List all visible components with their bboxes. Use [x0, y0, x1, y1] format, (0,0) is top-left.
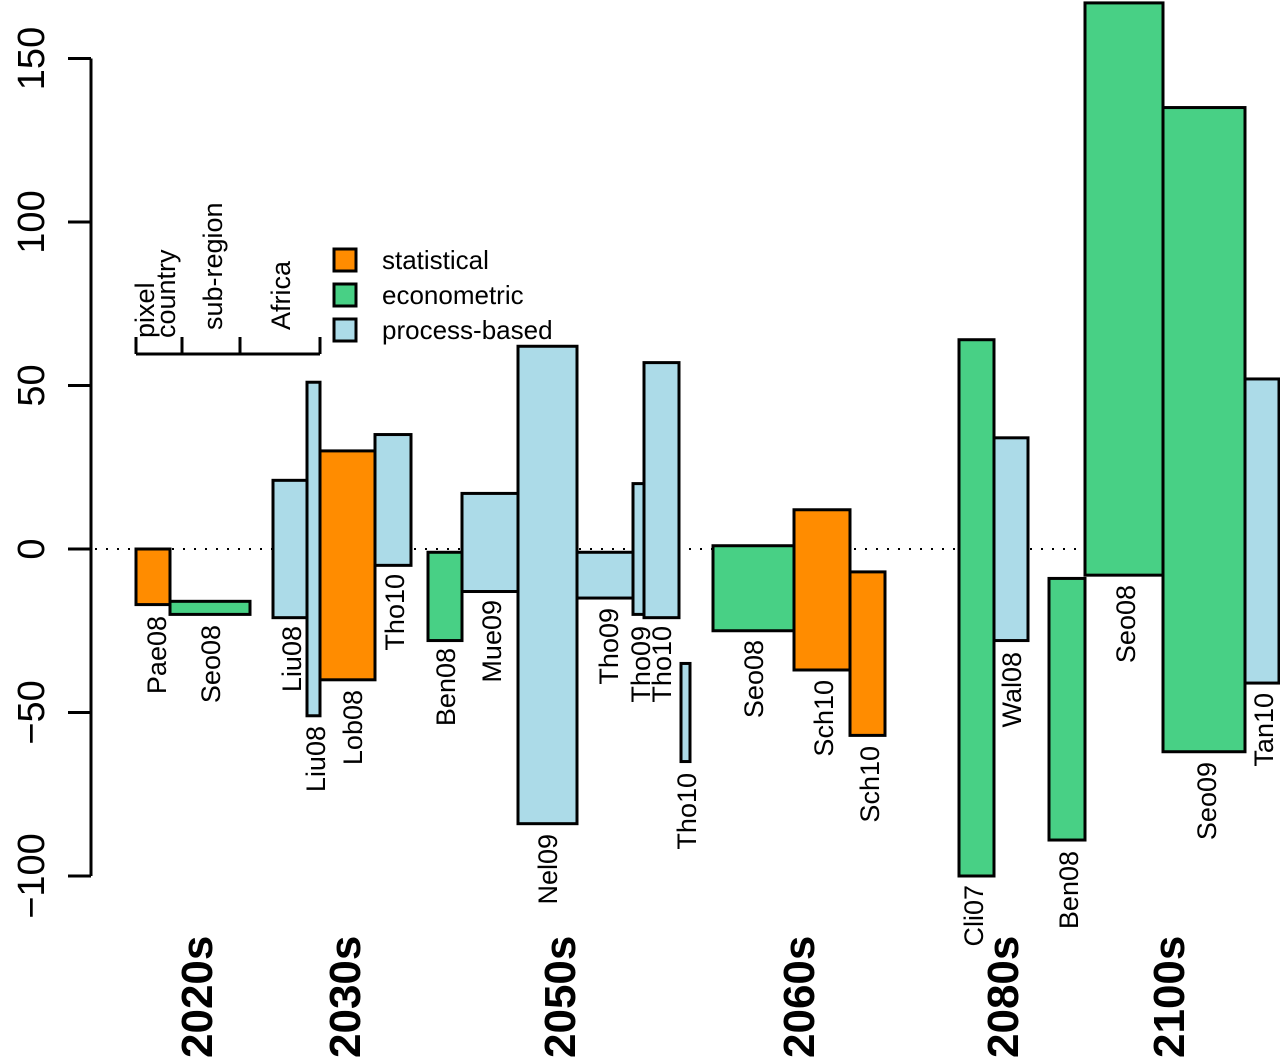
- y-tick-label: 0: [11, 538, 53, 559]
- bar-label-seo08-2100s-19: Seo08: [1111, 585, 1141, 663]
- bar-label-seo09-2100s-20: Seo09: [1192, 762, 1222, 840]
- bar-lob08-2030s-4: [318, 449, 377, 682]
- bar-label-ben08-2100s-18: Ben08: [1054, 851, 1084, 929]
- bar-seo09-2100s-20: [1161, 106, 1247, 754]
- bar-label-sch10-2060s-14: Sch10: [809, 680, 839, 757]
- bar-cli07-2080s-16: [957, 338, 996, 878]
- y-axis: −100 −50 0 50 100 150: [11, 27, 93, 919]
- bar-label-tho10-2030s-5: Tho10: [380, 574, 410, 651]
- legend-label-process-based: process-based: [382, 315, 553, 345]
- scale-legend-label-Africa: Africa: [266, 260, 296, 330]
- bar-seo08-2020s-1: [168, 599, 252, 616]
- decade-label-2020s: 2020s: [173, 936, 222, 1058]
- bar-label-seo08-2060s-13: Seo08: [739, 640, 769, 718]
- bar-sch10-2060s-15: [848, 570, 887, 737]
- bar-nel09-2050s-8: [516, 344, 579, 826]
- bar-ben08-2100s-18: [1047, 576, 1087, 842]
- bar-seo08-2100s-19: [1083, 1, 1165, 577]
- legend: statistical econometric process-based: [332, 245, 553, 345]
- bar-mue09-2050s-7: [460, 491, 520, 594]
- bar-wal08-2080s-17: [992, 436, 1030, 643]
- decade-label-2030s: 2030s: [321, 936, 370, 1058]
- bar-liu08-2030s-3: [305, 380, 322, 718]
- y-tick-label: 150: [11, 27, 53, 90]
- decade-label-2050s: 2050s: [536, 936, 585, 1058]
- bar-liu08-2030s-2: [271, 478, 309, 620]
- bar-tho09-2050s-9: [575, 550, 635, 600]
- bar-label-liu08-2030s-3: Liu08: [301, 726, 331, 792]
- bar-tho09-2050s-10: [631, 482, 646, 616]
- legend-swatch-statistical: [332, 247, 358, 273]
- scale-legend-label-sub-region: sub-region: [198, 202, 228, 330]
- bar-label-wal08-2080s-17: Wal08: [997, 652, 1027, 728]
- legend-label-econometric: econometric: [382, 280, 524, 310]
- bar-label-seo08-2020s-1: Seo08: [196, 625, 226, 703]
- bar-ben08-2050s-6: [426, 550, 464, 643]
- bar-label-liu08-2030s-2: Liu08: [277, 626, 307, 692]
- y-tick-label: 50: [11, 364, 53, 406]
- bar-label-tho09-2050s-10: Tho09: [626, 626, 656, 703]
- bar-tho10-2030s-5: [373, 433, 413, 567]
- scale-legend-label-country: country: [151, 249, 181, 338]
- bar-label-tan10-2100s-21: Tan10: [1249, 693, 1279, 767]
- bar-label-lob08-2030s-4: Lob08: [338, 690, 368, 765]
- legend-swatch-process-based: [332, 317, 358, 343]
- y-tick-label: −50: [11, 680, 53, 744]
- bar-label-tho10-2050s-11: Tho10: [647, 626, 677, 703]
- decade-label-2060s: 2060s: [775, 936, 824, 1058]
- legend-label-statistical: statistical: [382, 245, 489, 275]
- scale-legend-label-pixel: pixel: [130, 282, 160, 338]
- y-tick-label: 100: [11, 190, 53, 253]
- bar-label-pae08-2020s-0: Pae08: [142, 616, 172, 694]
- bar-label-nel09-2050s-8: Nel09: [533, 834, 563, 905]
- bar-pae08-2020s-0: [134, 547, 172, 607]
- y-tick-label: −100: [11, 833, 53, 919]
- bar-label-sch10-2060s-15: Sch10: [855, 746, 885, 823]
- bar-label-ben08-2050s-6: Ben08: [431, 648, 461, 726]
- legend-swatch-econometric: [332, 282, 358, 308]
- bar-label-cli07-2080s-16: Cli07: [959, 885, 989, 947]
- bar-label-tho10-2050s-12: Tho10: [672, 773, 702, 850]
- bar-tho10-2050s-11: [642, 361, 681, 620]
- bar-label-mue09-2050s-7: Mue09: [477, 600, 507, 683]
- bar-seo08-2060s-13: [711, 544, 796, 633]
- decade-label-2100s: 2100s: [1145, 936, 1194, 1058]
- decade-label-2080s: 2080s: [979, 936, 1028, 1058]
- bar-sch10-2060s-14: [792, 508, 852, 672]
- decade-labels: 2020s 2030s 2050s 2060s 2080s 2100s: [173, 936, 1194, 1058]
- bar-tho10-2050s-12: [679, 661, 692, 764]
- bar-tan10-2100s-21: [1243, 377, 1280, 685]
- bar-label-tho09-2050s-9: Tho09: [594, 608, 624, 685]
